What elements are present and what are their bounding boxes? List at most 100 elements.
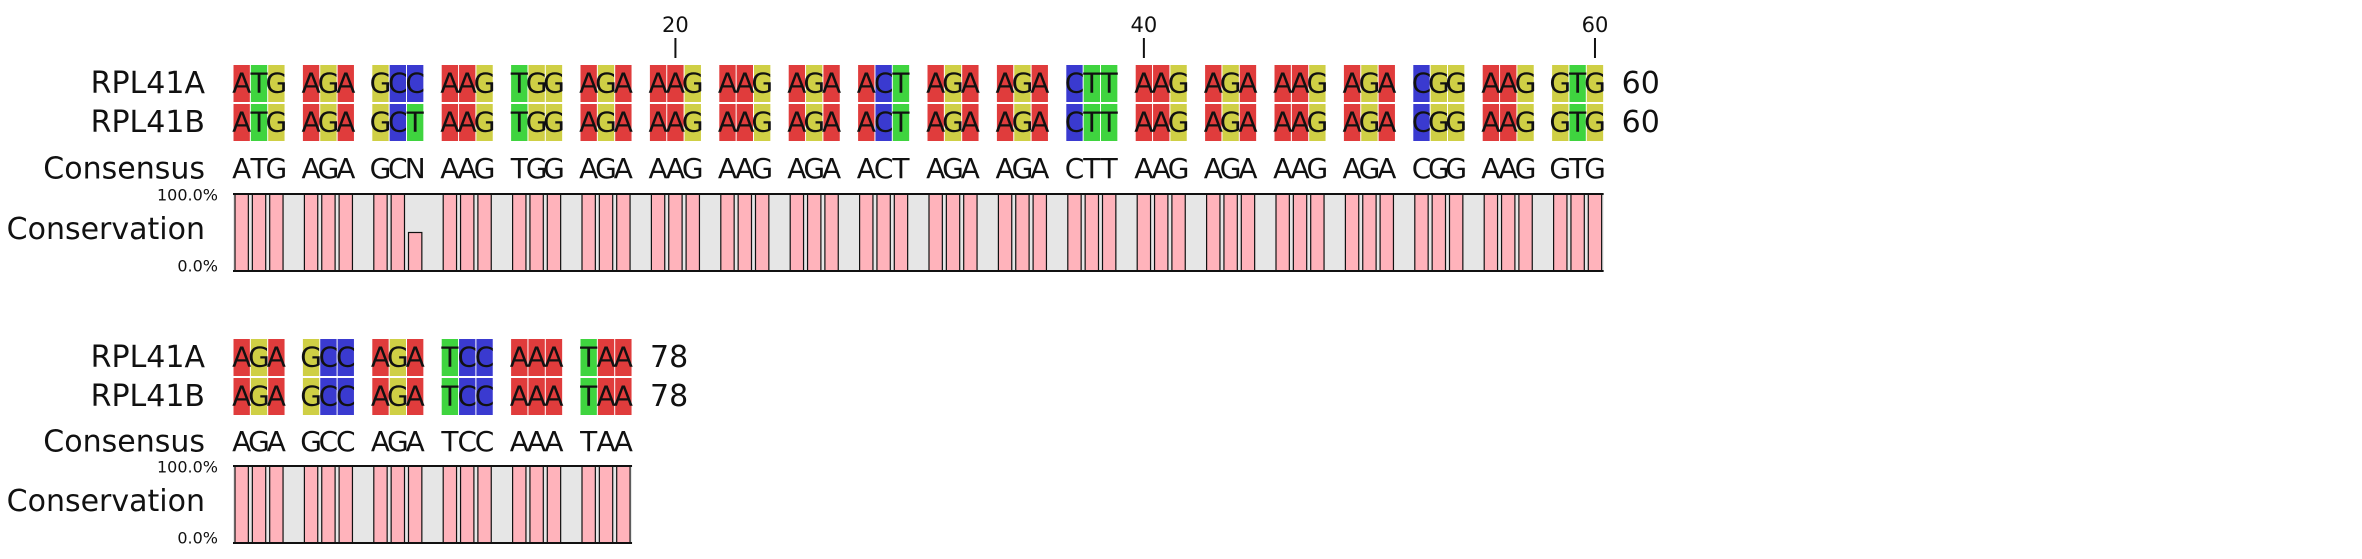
residue-letter: A (822, 67, 841, 100)
residue-cell (962, 65, 979, 102)
consensus-letter: A (1499, 152, 1518, 185)
conservation-bar (303, 193, 319, 272)
residue-letter: A (267, 380, 286, 413)
residue-letter: C (457, 341, 477, 374)
conservation-scale-top: 100.0% (157, 458, 218, 477)
conservation-bar (1136, 193, 1152, 272)
residue-letter: G (526, 67, 548, 100)
residue-letter: A (596, 380, 615, 413)
residue-letter: A (527, 380, 546, 413)
residue-cell (580, 378, 597, 415)
residue-cell (407, 339, 424, 376)
residue-letter: G (387, 380, 409, 413)
consensus-letter: A (857, 152, 876, 185)
residue-cell (476, 339, 493, 376)
consensus-letter: G (1428, 152, 1450, 185)
residue-cell (441, 104, 459, 141)
residue-letter: T (1568, 106, 1587, 139)
consensus-letter: G (1012, 152, 1034, 185)
residue-cell (1239, 65, 1257, 102)
conservation-bar (1153, 193, 1169, 272)
conservation-scale-bottom: 0.0% (177, 257, 218, 276)
consensus-label: Consensus (43, 152, 205, 187)
residue-letter: A (301, 106, 320, 139)
residue-letter: T (440, 380, 459, 413)
residue-letter: A (336, 106, 355, 139)
residue-cell (927, 65, 944, 102)
residue-cell (892, 104, 910, 141)
residue-cell (1517, 104, 1534, 141)
residue-cell (233, 65, 250, 102)
residue-cell (1500, 65, 1517, 102)
consensus-letter: C (388, 152, 408, 185)
residue-letter: G (1012, 67, 1034, 100)
consensus-letter: G (248, 425, 270, 458)
consensus-letter: G (387, 425, 409, 458)
residue-letter: A (648, 67, 667, 100)
residue-cell (337, 339, 354, 376)
sequence-name: RPL41A (91, 340, 206, 375)
conservation-bar (442, 465, 458, 544)
residue-letter: A (857, 67, 876, 100)
residue-letter: T (510, 106, 529, 139)
residue-cell (597, 104, 615, 141)
residue-cell (892, 65, 910, 102)
residue-letter: G (1549, 67, 1571, 100)
residue-letter: G (1428, 67, 1450, 100)
conservation-bar (997, 193, 1013, 272)
residue-letter: C (336, 341, 356, 374)
residue-cell (1430, 104, 1447, 141)
residue-cell (1361, 104, 1378, 141)
residue-cell (337, 65, 354, 102)
conservation-bar (511, 193, 527, 272)
residue-letter: G (1307, 106, 1329, 139)
consensus-letter: A (579, 152, 598, 185)
residue-letter: T (891, 67, 910, 100)
residue-letter: T (579, 380, 598, 413)
consensus-letter: A (1377, 152, 1396, 185)
residue-letter: A (440, 67, 459, 100)
residue-cell (597, 339, 615, 376)
residue-letter: T (440, 341, 459, 374)
residue-cell (1291, 104, 1309, 141)
residue-cell (511, 339, 528, 376)
residue-cell (459, 378, 476, 415)
conservation-bar (1084, 193, 1100, 272)
consensus-letter: G (266, 152, 288, 185)
conservation-bar (477, 193, 492, 272)
conservation-bar (1483, 193, 1499, 272)
residue-cell (407, 65, 424, 102)
conservation-bar (407, 231, 423, 272)
consensus-letter: G (682, 152, 704, 185)
residue-cell (233, 378, 250, 415)
residue-letter: C (1412, 106, 1432, 139)
residue-letter: A (1204, 67, 1223, 100)
residue-letter: T (579, 341, 598, 374)
residue-letter: T (1100, 106, 1119, 139)
residue-letter: G (266, 106, 288, 139)
residue-cell (250, 339, 268, 376)
residue-letter: A (1204, 106, 1223, 139)
consensus-letter: A (1342, 152, 1361, 185)
residue-cell (1448, 65, 1465, 102)
residue-cell (754, 65, 771, 102)
residue-cell (389, 104, 406, 141)
conservation-scale-top: 100.0% (157, 186, 218, 205)
residue-cell (719, 65, 736, 102)
ruler-tick-label: 60 (1582, 13, 1609, 37)
residue-cell (788, 104, 806, 141)
conservation-bar (1344, 193, 1360, 272)
residue-cell (684, 65, 701, 102)
consensus-letter: T (1082, 152, 1101, 185)
residue-cell (337, 104, 354, 141)
residue-cell (858, 65, 875, 102)
consensus-label: Consensus (43, 425, 205, 460)
residue-cell (372, 339, 389, 376)
residue-letter: C (319, 380, 339, 413)
consensus-letter: A (406, 425, 425, 458)
conservation-bar (477, 465, 492, 544)
residue-cell (1552, 65, 1569, 102)
consensus-letter: A (510, 425, 529, 458)
conservation-bar (251, 193, 267, 272)
residue-cell (1153, 65, 1170, 102)
